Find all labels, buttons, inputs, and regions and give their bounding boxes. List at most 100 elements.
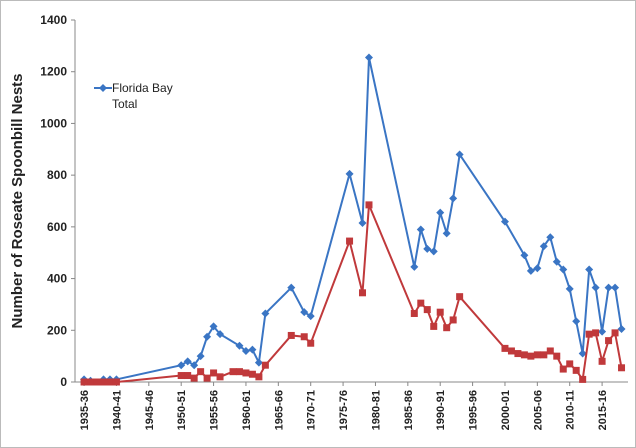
- data-point: [591, 283, 600, 292]
- x-tick-label: 1935-36: [79, 390, 91, 430]
- data-point: [456, 293, 464, 301]
- data-point: [177, 361, 186, 370]
- data-point: [436, 308, 444, 316]
- data-point: [449, 194, 458, 203]
- x-tick-label: 1955-56: [209, 390, 221, 430]
- data-point: [526, 266, 535, 275]
- data-point: [546, 233, 555, 242]
- data-point: [423, 244, 432, 253]
- data-point: [410, 262, 419, 271]
- data-point: [248, 370, 256, 378]
- x-tick-label: 1975-76: [338, 390, 350, 430]
- data-point: [197, 368, 205, 376]
- data-point: [539, 242, 548, 251]
- data-point: [235, 368, 243, 376]
- data-point: [501, 344, 509, 352]
- data-point: [203, 374, 211, 382]
- x-tick-label: 2015-16: [597, 390, 609, 430]
- data-point: [611, 283, 620, 292]
- data-point: [287, 283, 296, 292]
- data-point: [559, 365, 567, 373]
- data-point: [455, 150, 464, 159]
- x-tick-label: 1945-46: [144, 390, 156, 430]
- data-point: [242, 369, 250, 377]
- data-point: [255, 373, 263, 381]
- data-point: [80, 378, 88, 386]
- data-point: [514, 350, 522, 358]
- data-point: [416, 225, 425, 234]
- data-point: [210, 369, 218, 377]
- data-point: [605, 337, 613, 345]
- data-point: [235, 341, 244, 350]
- data-point: [287, 331, 295, 339]
- data-point: [306, 312, 315, 321]
- data-point: [527, 352, 535, 360]
- x-tick-label: 2005-06: [532, 390, 544, 430]
- data-point: [112, 378, 120, 386]
- data-point: [533, 264, 542, 273]
- x-tick-label: 1985-86: [403, 390, 415, 430]
- y-tick-label: 1200: [40, 65, 67, 79]
- x-tick-label: 1965-66: [273, 390, 285, 430]
- data-point: [241, 346, 250, 355]
- data-point: [430, 322, 438, 330]
- x-tick-label: 1960-61: [241, 390, 253, 430]
- data-point: [216, 373, 224, 381]
- data-point: [585, 330, 593, 338]
- data-point: [585, 265, 594, 274]
- data-point: [520, 351, 528, 359]
- x-tick-label: 1950-51: [176, 390, 188, 430]
- data-point: [436, 208, 445, 217]
- data-point: [177, 372, 185, 380]
- data-point: [618, 364, 626, 372]
- x-tick-label: 1970-71: [306, 390, 318, 430]
- data-point: [566, 360, 574, 368]
- data-point: [429, 247, 438, 256]
- data-point: [442, 229, 451, 238]
- data-point: [579, 375, 587, 383]
- data-point: [184, 372, 192, 380]
- legend-marker: [99, 84, 107, 92]
- data-point: [229, 368, 237, 376]
- data-point: [261, 361, 269, 369]
- legend-label: Florida Bay Total: [112, 81, 173, 111]
- data-point: [364, 53, 373, 62]
- data-point: [546, 347, 554, 355]
- data-point: [540, 351, 548, 359]
- data-point: [553, 352, 561, 360]
- y-tick-label: 1400: [40, 13, 67, 27]
- data-point: [261, 309, 270, 318]
- data-point: [203, 332, 212, 341]
- y-tick-label: 0: [60, 375, 67, 389]
- data-point: [533, 351, 541, 359]
- data-point: [254, 358, 263, 367]
- data-point: [358, 218, 367, 227]
- data-point: [500, 217, 509, 226]
- data-point: [196, 352, 205, 361]
- data-point: [559, 265, 568, 274]
- data-point: [87, 378, 95, 386]
- data-point: [209, 322, 218, 331]
- data-point: [578, 349, 587, 358]
- y-tick-label: 600: [47, 220, 67, 234]
- x-tick-label: 1940-41: [111, 390, 123, 430]
- y-tick-label: 400: [47, 272, 67, 286]
- data-point: [598, 327, 607, 336]
- data-point: [307, 339, 315, 347]
- y-axis-title: Number of Roseate Spoonbill Nests: [9, 73, 26, 328]
- data-point: [410, 309, 418, 317]
- x-tick-label: 2000-01: [500, 390, 512, 430]
- data-point: [592, 329, 600, 337]
- y-tick-label: 800: [47, 168, 67, 182]
- data-point: [365, 201, 373, 209]
- data-point: [300, 333, 308, 341]
- data-point: [190, 361, 199, 370]
- data-point: [598, 357, 606, 365]
- x-tick-label: 2010-11: [565, 390, 577, 430]
- data-point: [99, 378, 107, 386]
- x-tick-label: 1995-96: [468, 390, 480, 430]
- y-tick-label: 1000: [40, 116, 67, 130]
